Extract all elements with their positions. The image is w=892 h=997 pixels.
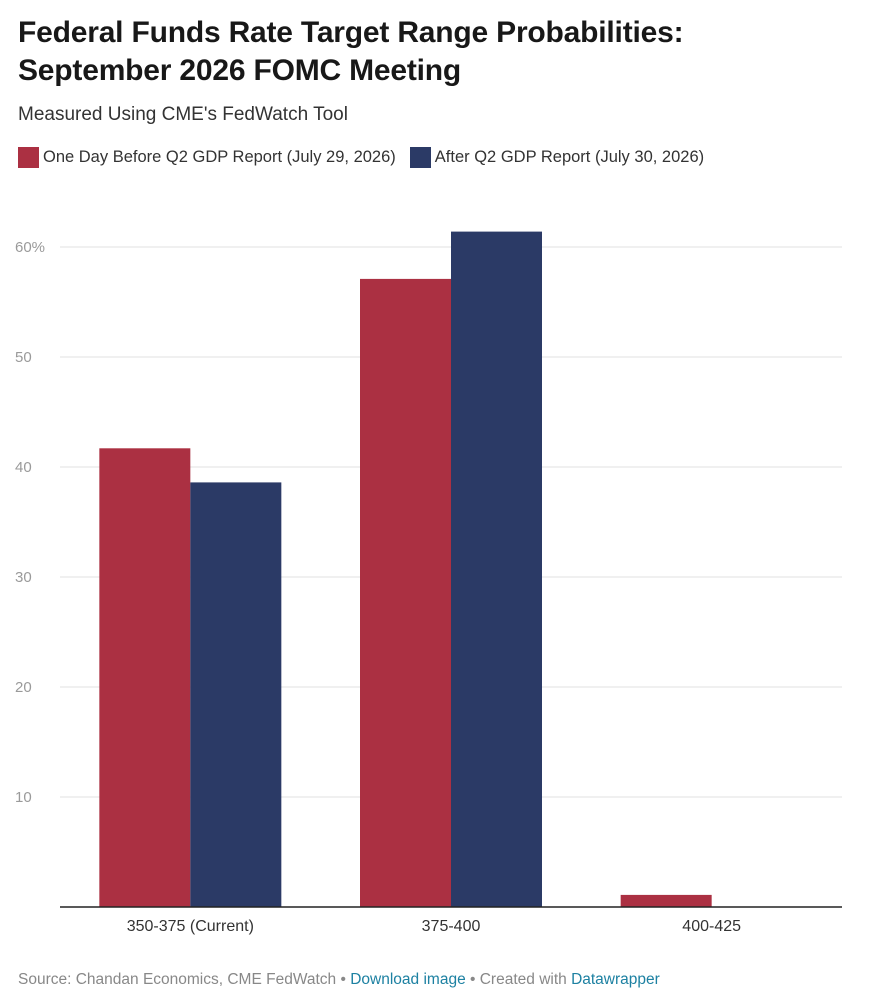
chart-title: Federal Funds Rate Target Range Probabil… xyxy=(18,14,878,90)
bar-series-1-1 xyxy=(360,278,451,907)
y-tick-label: 30 xyxy=(15,569,32,586)
legend-item-series-2: After Q2 GDP Report (July 30, 2026) xyxy=(409,147,705,168)
x-category-label: 375-400 xyxy=(422,918,481,935)
legend-label-series-1: One Day Before Q2 GDP Report (July 29, 2… xyxy=(43,148,396,166)
y-tick-label: 20 xyxy=(15,679,32,696)
bar-series-2-1 xyxy=(451,231,542,908)
chart-title-line-2: September 2026 FOMC Meeting xyxy=(18,54,462,87)
footer-separator: • xyxy=(336,971,351,988)
legend-item-series-1: One Day Before Q2 GDP Report (July 29, 2… xyxy=(18,147,396,168)
legend-swatch-series-1 xyxy=(18,147,39,168)
x-category-label: 400-425 xyxy=(682,918,741,935)
y-tick-label: 60% xyxy=(15,239,45,256)
chart-subtitle: Measured Using CME's FedWatch Tool xyxy=(18,104,348,125)
y-tick-label: 50 xyxy=(15,349,32,366)
bar-series-2-0 xyxy=(190,482,282,907)
chart-title-line-1: Federal Funds Rate Target Range Probabil… xyxy=(18,16,684,49)
footer: Source: Chandan Economics, CME FedWatch … xyxy=(18,971,660,989)
legend-label-series-2: After Q2 GDP Report (July 30, 2026) xyxy=(434,148,705,166)
created-with-text: • Created with xyxy=(465,971,572,988)
y-tick-label: 10 xyxy=(15,789,32,806)
bar-series-1-0 xyxy=(99,448,191,907)
download-image-link[interactable]: Download image xyxy=(350,971,466,988)
x-category-label: 350-375 (Current) xyxy=(127,918,254,935)
source-text: Source: Chandan Economics, CME FedWatch xyxy=(18,971,337,988)
y-tick-label: 40 xyxy=(15,459,32,476)
datawrapper-link[interactable]: Datawrapper xyxy=(571,971,660,988)
bar-series-1-2 xyxy=(620,894,712,907)
legend-swatch-series-2 xyxy=(409,147,431,168)
legend: One Day Before Q2 GDP Report (July 29, 2… xyxy=(18,147,704,168)
bar-chart: 10 20 30 40 50 60% 350-375 (Current) 375-400 400… xyxy=(15,231,842,935)
